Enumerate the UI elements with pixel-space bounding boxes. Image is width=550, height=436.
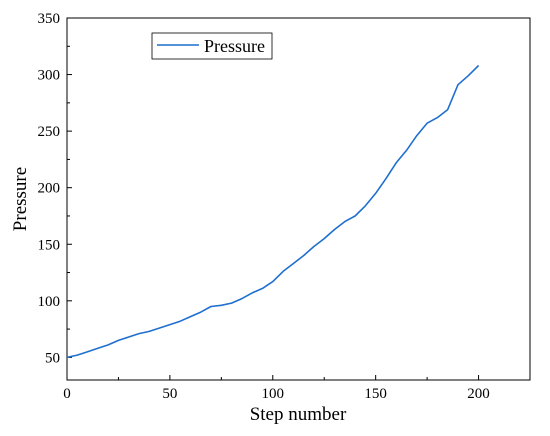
x-axis-title: Step number (250, 404, 347, 425)
x-tick-label: 100 (262, 386, 285, 402)
y-tick-label: 200 (38, 181, 61, 197)
y-tick-label: 100 (38, 294, 61, 310)
legend-label: Pressure (204, 36, 265, 56)
y-tick-label: 50 (45, 350, 60, 366)
x-tick-label: 50 (162, 386, 177, 402)
x-tick-label: 0 (63, 386, 71, 402)
y-tick-label: 350 (38, 11, 61, 27)
ticks-layer: 0 50 100 150 200 50 100 150 200 250 300 350 (38, 11, 490, 402)
legend-box (151, 32, 273, 60)
x-tick-label: 150 (364, 386, 387, 402)
plot-frame (66, 17, 531, 381)
series-layer (66, 64, 480, 359)
y-tick-label: 150 (38, 237, 61, 253)
y-axis-title: Pressure (10, 167, 31, 231)
y-tick-label: 300 (38, 68, 61, 84)
y-tick-label: 250 (38, 124, 61, 140)
series-line-pressure (66, 64, 480, 359)
legend: Pressure (151, 32, 273, 60)
x-tick-label: 200 (467, 386, 490, 402)
